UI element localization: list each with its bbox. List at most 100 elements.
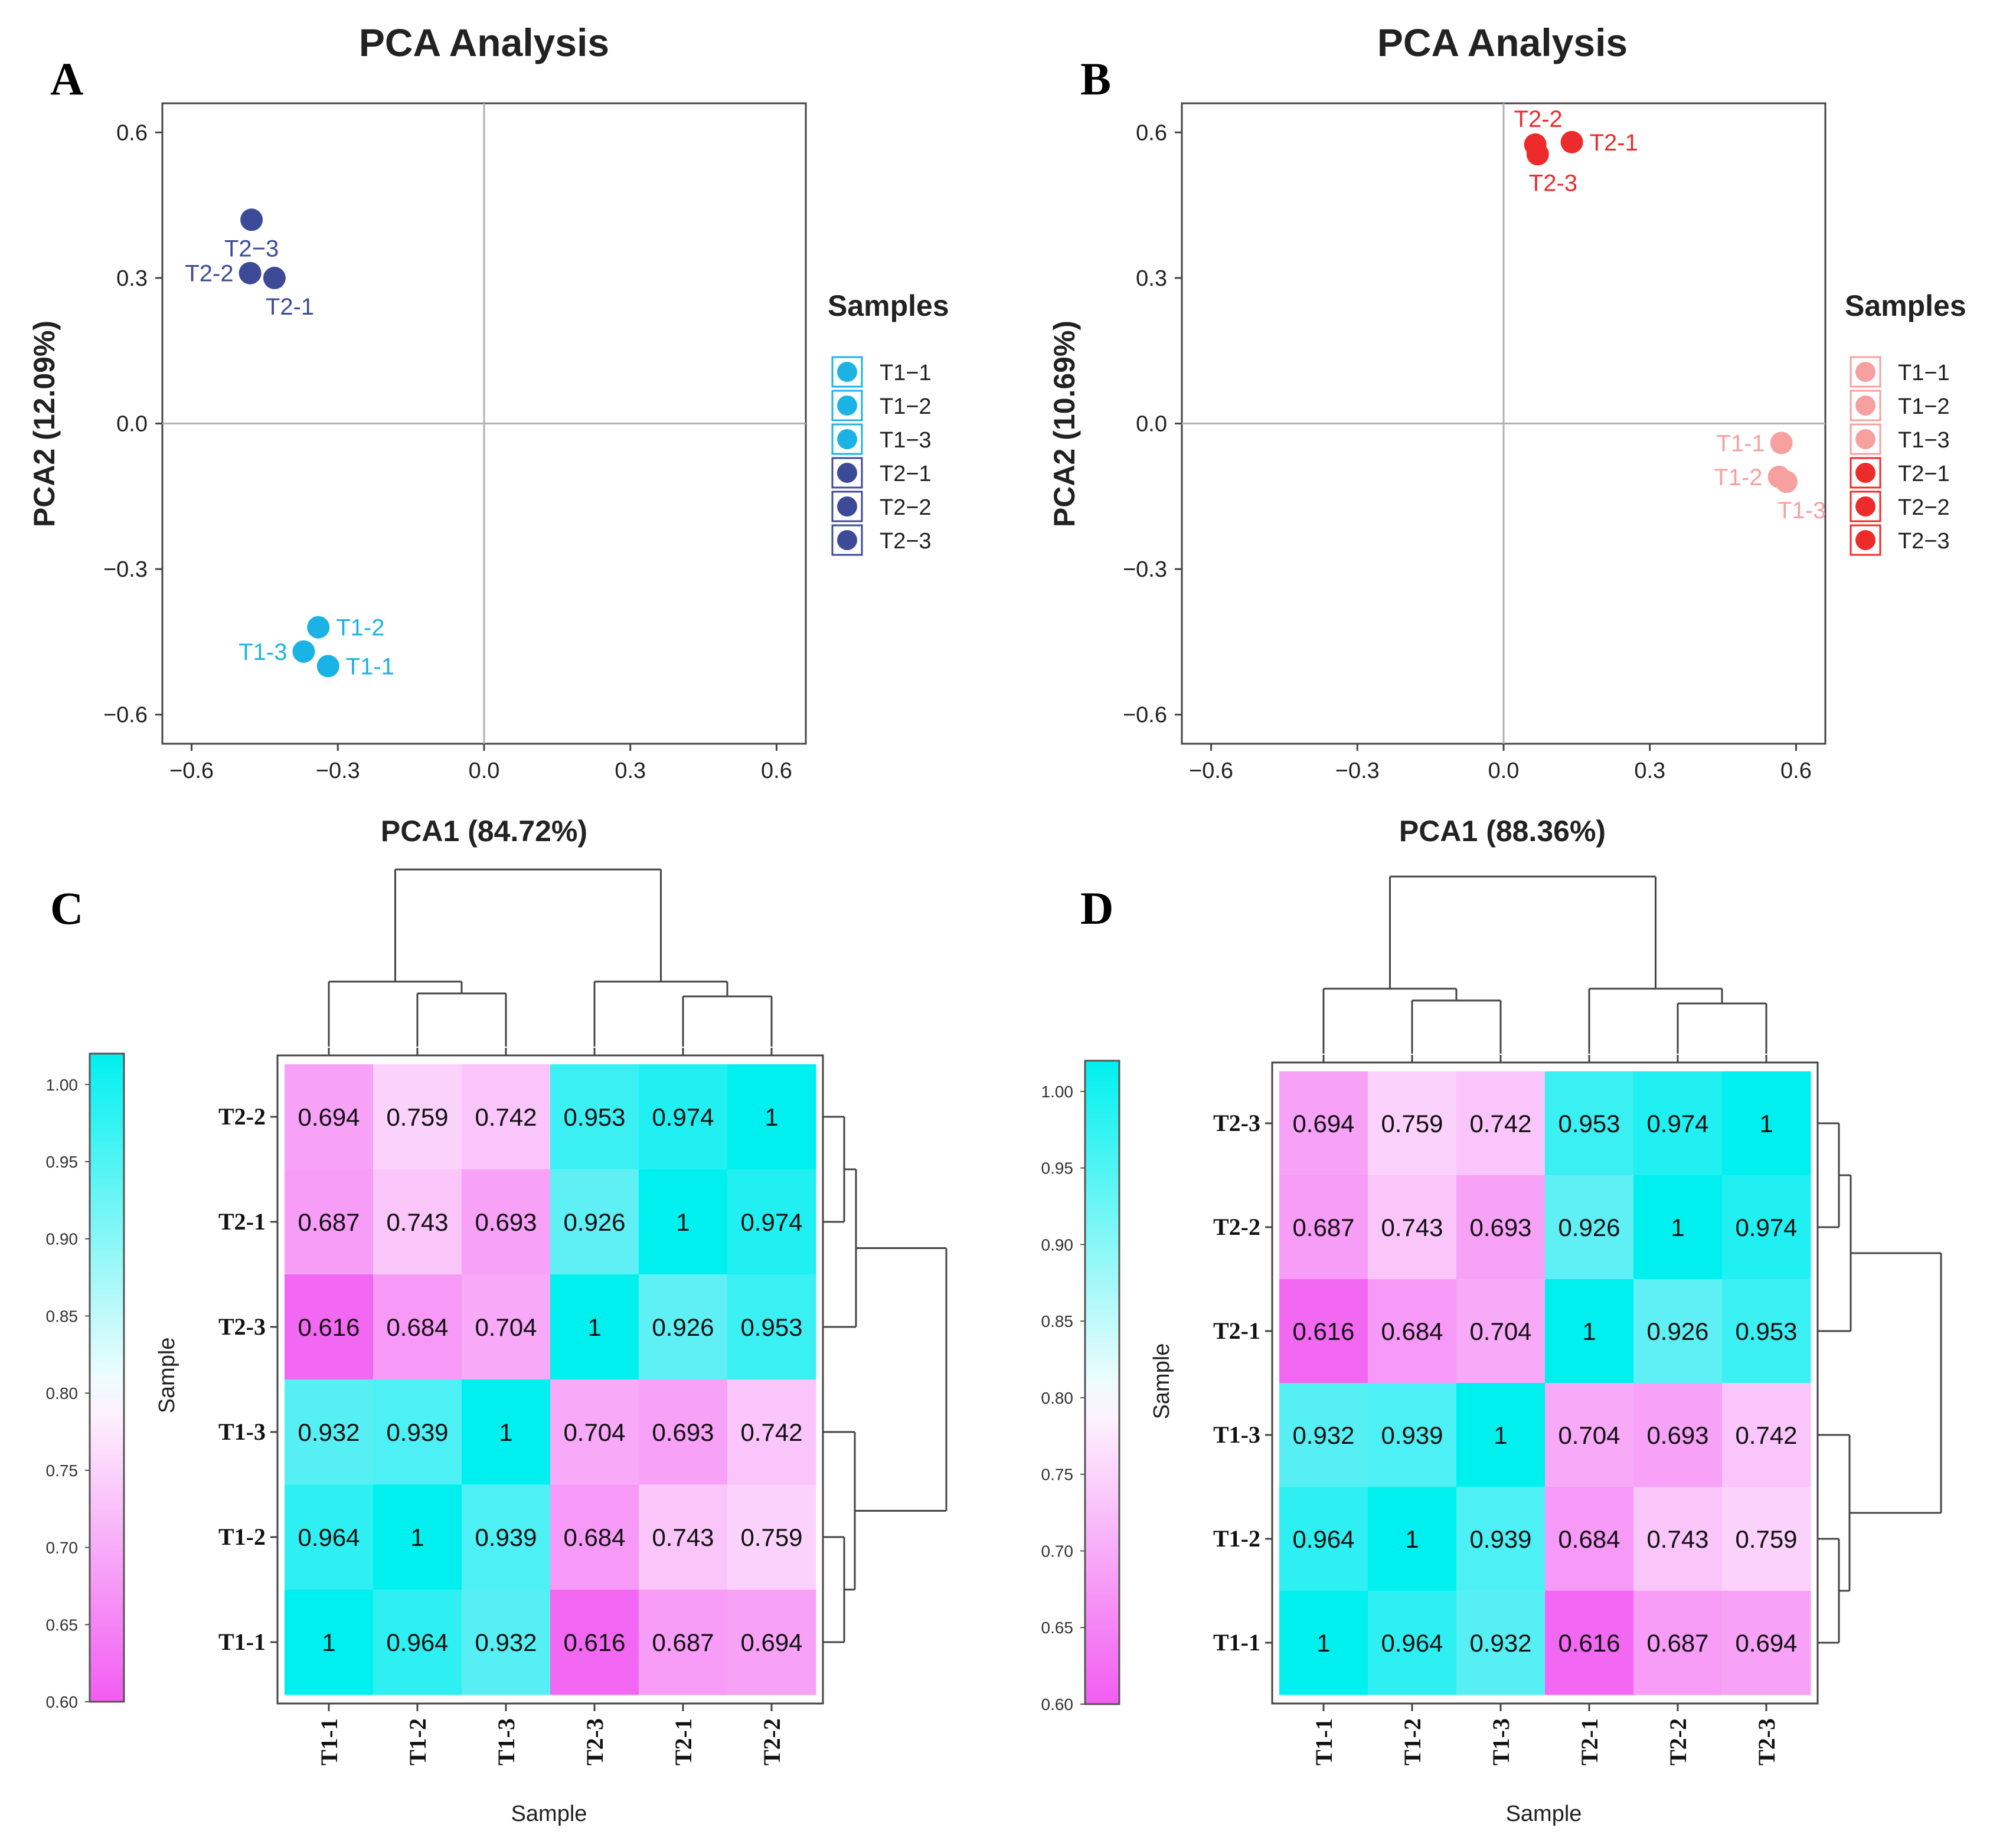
heatmap-c-cell [727,1590,816,1695]
heatmap-c-cell [462,1485,551,1590]
heatmap-c-row-label: T2-3 [218,1313,266,1340]
heatmap-d-cell [1279,1383,1368,1487]
pca-a-legend-dot [837,463,857,483]
heatmap-d-cell-value: 0.693 [1646,1421,1708,1449]
pca-b-xtick-label: 0.6 [1780,758,1812,783]
heatmap-d-cell-value: 0.742 [1735,1421,1797,1449]
pca-a-xtick-label: 0.3 [615,758,646,783]
heatmap-c-cell-value: 0.742 [740,1418,802,1446]
heatmap-c-col-label: T1-2 [404,1718,431,1765]
heatmap-c-cell-value: 0.932 [298,1418,360,1446]
heatmap-d-cell-value: 0.693 [1469,1214,1531,1241]
heatmap-c-cell [462,1590,551,1695]
heatmap-c-colorbar-tick-label: 0.95 [46,1153,79,1171]
pca-b-ytick-label: 0.3 [1136,266,1167,291]
heatmap-d-cell-value: 0.742 [1469,1110,1531,1137]
pca-b-xtick-label: −0.3 [1335,758,1380,783]
heatmap-c-cell [639,1485,728,1590]
heatmap-d-colorbar-tick-label: 0.95 [1041,1159,1074,1178]
pca-a-xlabel: PCA1 (84.72%) [381,815,587,848]
panel-letter-b: B [1080,53,1111,104]
pca-b-ytick-label: 0.6 [1136,120,1167,145]
pca-a-legend-label: T1−3 [880,428,932,453]
pca-a-ytick-label: 0.3 [116,266,148,291]
panel-letter-d: D [1080,882,1113,934]
heatmap-d-colorbar-tick-label: 0.80 [1041,1389,1074,1407]
pca-b-legend-label: T2−2 [1898,495,1950,520]
heatmap-d-cell-value: 0.953 [1558,1110,1620,1137]
pca-b-point-label: T1-3 [1778,498,1826,524]
heatmap-c-cell [462,1064,551,1170]
pca-a-point [316,655,339,678]
pca-a-legend-label: T2−3 [880,529,932,554]
heatmap-c-cell-value: 0.926 [652,1313,714,1341]
heatmap-d-cell-value: 0.694 [1292,1110,1354,1137]
heatmap-d-colorbar-tick-label: 0.70 [1041,1542,1074,1560]
pca-b-point-label: T1-1 [1716,430,1765,456]
heatmap-c-cell [727,1064,816,1170]
heatmap-c-cell-value: 0.616 [563,1629,625,1656]
heatmap-d-cell-value: 0.704 [1469,1317,1531,1345]
heatmap-d-row-label: T2-2 [1213,1214,1260,1240]
heatmap-d-cell [1545,1591,1634,1695]
heatmap-d-cell [1722,1175,1811,1280]
pca-a-ytick-label: −0.6 [103,703,148,728]
heatmap-c-cell-value: 0.694 [298,1103,360,1131]
heatmap-c-cell-value: 0.704 [475,1313,537,1341]
pca-a-legend-label: T2−2 [880,495,932,520]
pca-b-point-label: T2-1 [1590,130,1638,156]
pca-b-point-label: T1-2 [1714,465,1762,491]
heatmap-d-cell-value: 0.926 [1646,1317,1708,1345]
heatmap-d-row-label: T1-2 [1213,1525,1260,1552]
heatmap-d-cell [1368,1591,1457,1695]
pca-b-legend-dot [1855,496,1875,516]
heatmap-d-cell-value: 0.616 [1558,1629,1620,1657]
pca-b-ylabel: PCA2 (10.69%) [1048,321,1081,527]
heatmap-c-cell [550,1485,639,1590]
pca-a-point-label: T1-2 [336,615,384,641]
pca-a-ytick-label: −0.3 [103,557,148,582]
heatmap-d-cell [1722,1071,1811,1176]
heatmap-d-cell-value: 0.687 [1292,1214,1354,1241]
pca-b-legend-dot [1855,429,1875,449]
heatmap-d-cell [1368,1071,1457,1176]
heatmap-d-cell-value: 0.743 [1381,1214,1443,1241]
heatmap-d-row-label: T1-3 [1213,1421,1260,1448]
heatmap-d-cell-value: 0.616 [1292,1317,1354,1345]
heatmap-d-cell [1279,1487,1368,1591]
pca-b-xtick-label: 0.3 [1634,758,1665,783]
heatmap-d-cell [1545,1071,1634,1176]
heatmap-c-cell-value: 0.926 [563,1208,625,1236]
heatmap-c-row-label: T2-2 [218,1103,266,1130]
pca-a-xtick-label: −0.3 [316,758,360,783]
pca-b-xtick-label: −0.6 [1189,758,1233,783]
heatmap-c-cell [462,1379,551,1485]
heatmap-d-cell-value: 0.932 [1292,1421,1354,1449]
pca-a-legend-dot [837,429,857,449]
heatmap-c-cell-value: 1 [587,1313,601,1341]
heatmap-d-cell [1545,1487,1634,1591]
heatmap-c-cell [285,1485,374,1590]
heatmap-c-row-label: T2-1 [218,1208,266,1235]
heatmap-d-cell [1633,1071,1723,1176]
heatmap-c-row-label: T1-1 [218,1629,266,1655]
heatmap-d-cell-value: 0.743 [1646,1525,1708,1553]
pca-a-xtick-label: −0.6 [169,758,214,783]
heatmap-d-cell-value: 0.939 [1469,1525,1531,1553]
pca-b-point [1775,470,1798,493]
heatmap-c-cell-value: 0.684 [386,1313,448,1341]
heatmap-c-cell [462,1169,551,1275]
heatmap-d-cell [1545,1383,1634,1487]
heatmap-c-cell-value: 0.684 [563,1523,625,1551]
pca-a-legend-dot [837,530,857,550]
heatmap-d-cell-value: 0.964 [1381,1629,1443,1657]
heatmap-c-cell [285,1064,374,1170]
heatmap-d-colorbar-tick-label: 0.90 [1041,1235,1074,1254]
heatmap-c-cell [550,1064,639,1170]
heatmap-c-cell [462,1274,551,1380]
heatmap-d-cell-value: 0.704 [1558,1421,1620,1449]
pca-a-point-label: T2-2 [185,261,233,287]
heatmap-d-cell [1722,1487,1811,1591]
heatmap-c-cell [373,1064,462,1170]
heatmap-c-cell-value: 0.743 [386,1208,448,1236]
